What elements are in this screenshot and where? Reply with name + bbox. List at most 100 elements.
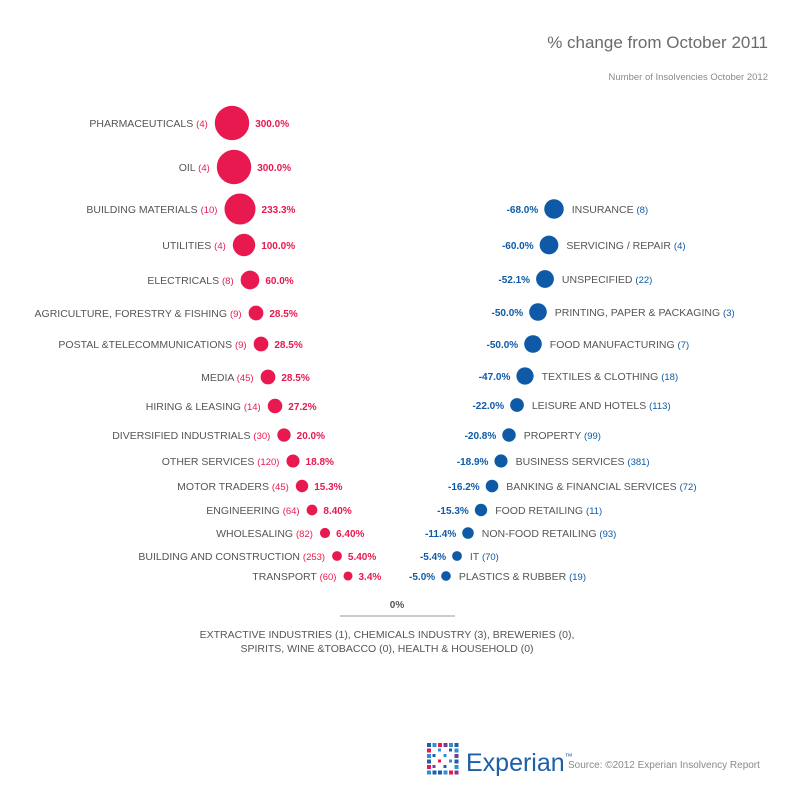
logo-dot: [432, 754, 436, 757]
increase-sector-label: UTILITIES (4): [162, 240, 226, 252]
sector-name: TRANSPORT: [252, 571, 319, 583]
zero-change-note-line2: SPIRITS, WINE &TOBACCO (0), HEALTH & HOU…: [240, 643, 533, 655]
logo-dot: [427, 748, 431, 753]
logo-dot: [443, 770, 448, 775]
logo-dot: [432, 765, 436, 768]
chart-marks: PHARMACEUTICALS (4) 300.0% OIL (4) 300.0% BU…: [35, 105, 735, 583]
decrease-bubble: [536, 270, 554, 288]
sector-name: PLASTICS & RUBBER: [459, 571, 569, 583]
sector-name: LEISURE AND HOTELS: [532, 400, 649, 412]
increase-sector-label: WHOLESALING (82): [216, 528, 313, 540]
increase-bubble: [248, 305, 264, 321]
increase-value-label: 15.3%: [314, 482, 342, 493]
logo-dot: [438, 743, 442, 747]
brand-name: Experian: [466, 749, 565, 777]
sector-count: (70): [482, 552, 499, 563]
sector-name: BUILDING AND CONSTRUCTION: [138, 551, 303, 563]
logo-dot: [427, 759, 431, 764]
logo-dot: [449, 759, 452, 763]
increase-value-label: 6.40%: [336, 529, 364, 540]
logo-dot: [454, 770, 459, 775]
decrease-value-label: -5.0%: [409, 572, 435, 583]
decrease-value-label: -20.8%: [465, 431, 497, 442]
increase-sector-label: OTHER SERVICES (120): [162, 456, 280, 468]
increase-bubble: [332, 551, 342, 561]
increase-value-label: 3.4%: [359, 572, 382, 583]
logo-dot: [432, 743, 437, 747]
logo-dot: [427, 754, 431, 758]
sector-count: (11): [586, 506, 602, 517]
decrease-bubble: [502, 428, 516, 442]
increase-value-label: 27.2%: [288, 402, 316, 413]
logo-dot: [427, 765, 431, 769]
increase-sector-label: HIRING & LEASING (14): [146, 401, 261, 413]
decrease-sector-label: FOOD RETAILING (11): [495, 505, 602, 517]
logo-dot: [432, 770, 437, 775]
logo-dot: [454, 765, 459, 769]
decrease-sector-label: BUSINESS SERVICES (381): [516, 456, 650, 468]
decrease-value-label: -68.0%: [507, 205, 539, 216]
decrease-bubble: [539, 235, 559, 255]
sector-name: IT: [470, 551, 482, 563]
sector-count: (99): [584, 431, 601, 442]
increase-value-label: 5.40%: [348, 552, 376, 563]
decrease-sector-label: PRINTING, PAPER & PACKAGING (3): [555, 307, 735, 319]
logo-dot: [449, 743, 453, 747]
decrease-sector-label: PROPERTY (99): [524, 430, 601, 442]
experian-logo-mark: [427, 743, 459, 775]
sector-name: UTILITIES: [162, 240, 214, 252]
increase-value-label: 18.8%: [306, 457, 334, 468]
increase-sector-label: ELECTRICALS (8): [147, 275, 233, 287]
increase-bubble: [267, 398, 283, 414]
sector-name: POSTAL &TELECOMMUNICATIONS: [58, 339, 235, 351]
sector-count: (9): [230, 309, 242, 320]
sector-name: UNSPECIFIED: [562, 274, 636, 286]
sector-count: (93): [599, 529, 616, 540]
increase-value-label: 233.3%: [262, 205, 296, 216]
logo-dot: [438, 748, 441, 752]
increase-sector-label: ENGINEERING (64): [206, 505, 299, 517]
increase-sector-label: BUILDING AND CONSTRUCTION (253): [138, 551, 325, 563]
increase-value-label: 60.0%: [265, 276, 293, 287]
decrease-value-label: -50.0%: [492, 308, 524, 319]
source-note: Source: ©2012 Experian Insolvency Report: [568, 760, 760, 771]
increase-bubble: [232, 233, 256, 257]
decrease-bubble: [494, 454, 508, 468]
increase-bubble: [214, 105, 250, 141]
increase-sector-label: BUILDING MATERIALS (10): [86, 204, 217, 216]
experian-logo-text: Experian™: [466, 749, 573, 777]
decrease-value-label: -5.4%: [420, 552, 446, 563]
sector-count: (10): [201, 205, 218, 216]
sector-name: INSURANCE: [572, 204, 637, 216]
decrease-bubble: [524, 335, 542, 353]
sector-count: (113): [649, 401, 670, 412]
sector-count: (14): [244, 402, 261, 413]
increase-bubble: [277, 428, 291, 442]
sector-name: FOOD MANUFACTURING: [550, 339, 678, 351]
decrease-sector-label: TEXTILES & CLOTHING (18): [542, 371, 679, 383]
sector-count: (30): [253, 431, 270, 442]
increase-value-label: 28.5%: [269, 309, 297, 320]
decrease-value-label: -60.0%: [502, 241, 534, 252]
sector-count: (72): [680, 482, 697, 493]
sector-name: ENGINEERING: [206, 505, 282, 517]
sector-count: (4): [196, 119, 208, 130]
decrease-value-label: -50.0%: [487, 340, 519, 351]
sector-count: (22): [635, 275, 652, 286]
decrease-value-label: -11.4%: [425, 529, 456, 540]
sector-name: ELECTRICALS: [147, 275, 222, 287]
sector-count: (4): [198, 163, 210, 174]
chart-subtitle: Number of Insolvencies October 2012: [609, 72, 768, 83]
increase-bubble: [216, 149, 252, 185]
sector-count: (3): [723, 308, 735, 319]
increase-sector-label: MEDIA (45): [201, 372, 254, 384]
logo-dot: [454, 759, 459, 764]
increase-bubble: [253, 336, 269, 352]
sector-name: HIRING & LEASING: [146, 401, 244, 413]
decrease-sector-label: FOOD MANUFACTURING (7): [550, 339, 689, 351]
zero-change-note-line1: EXTRACTIVE INDUSTRIES (1), CHEMICALS IND…: [200, 629, 575, 641]
zero-label: 0%: [390, 600, 405, 611]
decrease-bubble: [516, 367, 534, 385]
decrease-value-label: -15.3%: [437, 506, 469, 517]
sector-count: (253): [303, 552, 325, 563]
